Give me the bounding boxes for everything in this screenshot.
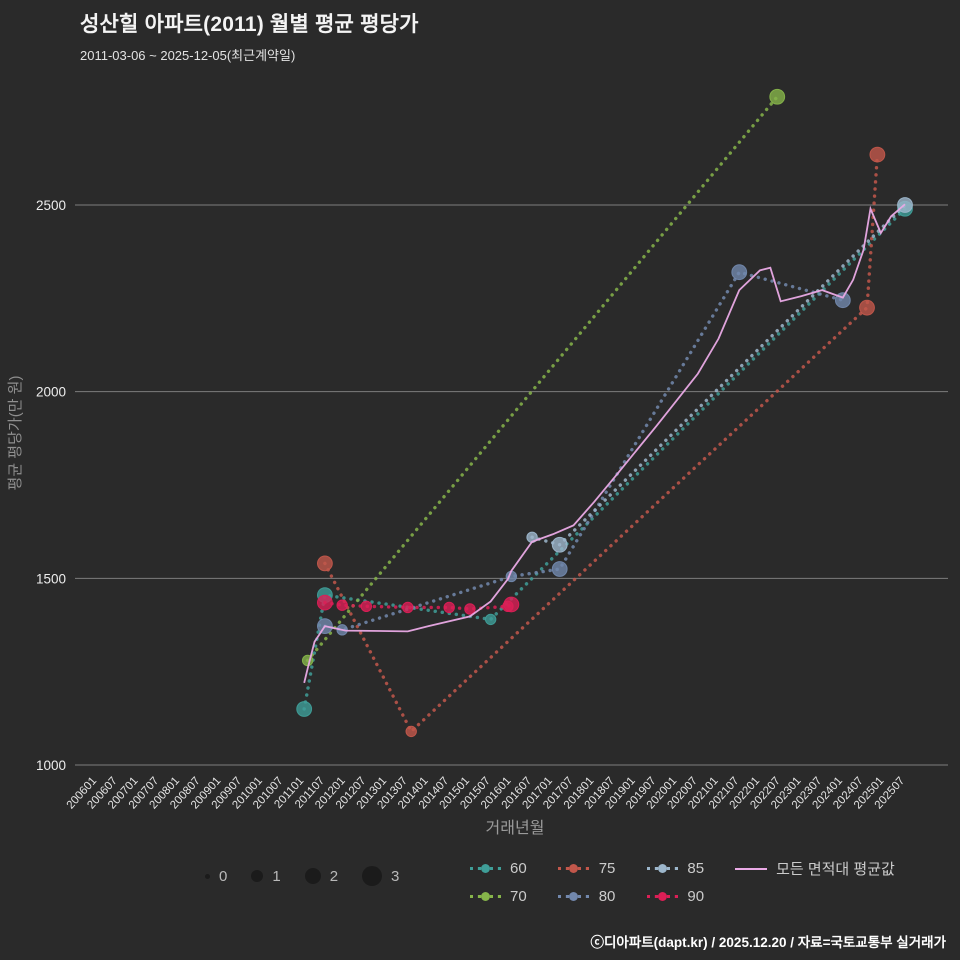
data-point xyxy=(484,613,497,626)
size-legend-label: 2 xyxy=(329,867,339,885)
data-point xyxy=(464,603,476,615)
color-legend: 60 75 85 모든 면적대 평균값 70 80 90 xyxy=(468,858,895,905)
y-axis-title: 평균 평당가(만 원) xyxy=(7,376,24,491)
legend-swatch xyxy=(645,892,679,901)
data-point xyxy=(336,599,348,611)
size-legend-item: 3 xyxy=(362,866,399,886)
data-point xyxy=(360,600,373,613)
average-line xyxy=(303,203,906,684)
series-line xyxy=(323,152,880,735)
size-legend-item: 0 xyxy=(205,868,227,885)
legend-item-70[interactable]: 70 xyxy=(468,888,527,905)
y-tick-label: 2000 xyxy=(36,385,66,400)
series-75 xyxy=(316,146,886,738)
legend-item-모든 면적대 평균값[interactable]: 모든 면적대 평균값 xyxy=(734,858,895,879)
legend-item-80[interactable]: 80 xyxy=(557,888,616,905)
series-line xyxy=(530,203,907,547)
series-70 xyxy=(301,88,786,667)
data-point xyxy=(731,264,748,281)
legend-swatch xyxy=(468,864,502,873)
data-point xyxy=(769,88,786,105)
series-90 xyxy=(316,594,520,615)
legend-swatch xyxy=(557,892,591,901)
size-legend-label: 0 xyxy=(219,867,228,885)
legend-label: 60 xyxy=(510,860,527,877)
x-axis-title: 거래년월 xyxy=(486,819,545,837)
legend-item-60[interactable]: 60 xyxy=(468,860,527,877)
y-tick-label: 1500 xyxy=(36,571,66,586)
data-point xyxy=(316,594,333,611)
legend-item-85[interactable]: 85 xyxy=(645,860,704,877)
y-tick-label: 1000 xyxy=(36,758,66,773)
legend-label: 75 xyxy=(598,860,616,877)
size-circle xyxy=(251,870,264,882)
series-line xyxy=(323,270,845,632)
series-80 xyxy=(316,264,851,636)
data-point xyxy=(551,561,568,577)
legend-label: 85 xyxy=(687,860,705,877)
legend-label: 70 xyxy=(510,888,527,905)
chart-header: 성산힐 아파트(2011) 월별 평균 평당가 2011-03-06 ~ 202… xyxy=(80,8,419,64)
data-point xyxy=(443,601,455,614)
legend-swatch xyxy=(734,867,768,870)
series-line xyxy=(302,207,907,711)
legend-item-90[interactable]: 90 xyxy=(645,888,704,905)
size-legend-item: 2 xyxy=(304,867,339,885)
legend-item-75[interactable]: 75 xyxy=(557,860,616,877)
legend-label: 모든 면적대 평균값 xyxy=(776,861,895,878)
series-85 xyxy=(526,197,913,553)
size-circle xyxy=(205,873,210,879)
data-point xyxy=(551,536,568,553)
chart-canvas: 1000150020002500200601200607200701200707… xyxy=(7,88,948,837)
size-legend-item: 1 xyxy=(251,867,281,885)
legend-swatch xyxy=(468,892,502,901)
size-legend-label: 3 xyxy=(391,867,400,885)
y-tick-label: 2500 xyxy=(36,198,66,213)
data-point xyxy=(503,596,520,613)
legend-swatch xyxy=(557,864,591,873)
data-point xyxy=(402,601,414,614)
data-point xyxy=(859,299,875,316)
legend-row: 70 80 90 xyxy=(468,888,895,905)
legend-label: 90 xyxy=(687,888,705,905)
chart-title: 성산힐 아파트(2011) 월별 평균 평당가 xyxy=(80,13,419,36)
size-circle xyxy=(362,866,383,886)
legend-label: 80 xyxy=(598,888,616,905)
series-60 xyxy=(296,200,913,717)
data-point xyxy=(405,725,417,738)
data-point xyxy=(869,146,886,163)
size-circle xyxy=(304,868,321,884)
data-point xyxy=(316,555,333,572)
legend-row: 60 75 85 모든 면적대 평균값 xyxy=(468,858,895,879)
data-point xyxy=(296,701,313,717)
series-line xyxy=(305,95,779,663)
size-legend-label: 1 xyxy=(272,867,281,885)
chart-subtitle: 2011-03-06 ~ 2025-12-05(최근계약일) xyxy=(80,48,296,63)
legend-swatch xyxy=(645,864,679,873)
credit-text: ⓒ디아파트(dapt.kr) / 2025.12.20 / 자료=국토교통부 실… xyxy=(590,935,946,950)
size-legend: 0 1 2 3 xyxy=(205,866,399,886)
